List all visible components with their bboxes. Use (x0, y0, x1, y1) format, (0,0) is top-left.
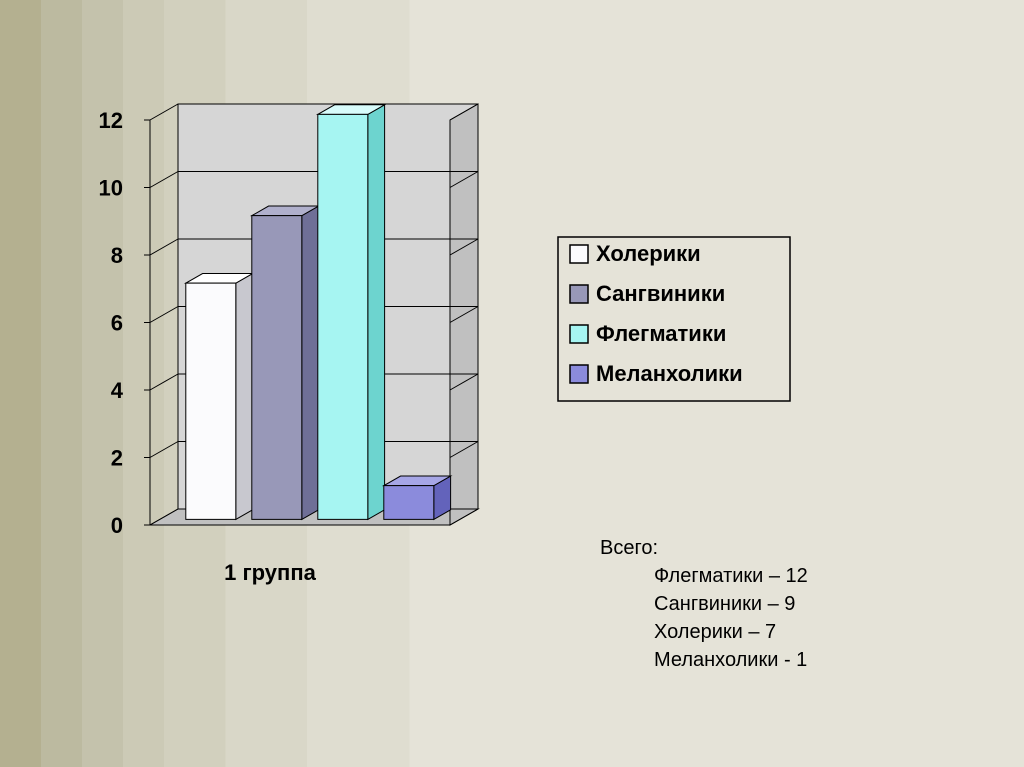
y-tick-label: 8 (111, 243, 123, 268)
legend-label: Флегматики (596, 321, 726, 346)
legend-label: Сангвиники (596, 281, 725, 306)
y-tick-label: 6 (111, 311, 123, 336)
chart-3d-bar: 0 2 4 6 8 10 12 1 группа Холерики Сангвиники Флегм… (0, 0, 1024, 767)
legend-swatch (570, 285, 588, 303)
bar-2 (318, 105, 385, 520)
y-tick-label: 0 (111, 513, 123, 538)
legend-swatch (570, 365, 588, 383)
summary-line: Меланхолики - 1 (600, 646, 808, 674)
summary-title: Всего: (600, 534, 808, 562)
bar-1 (252, 206, 319, 519)
summary-line: Флегматики – 12 (600, 562, 808, 590)
y-tick-label: 10 (99, 176, 123, 201)
legend-swatch (570, 245, 588, 263)
y-tick-label: 4 (111, 378, 124, 403)
legend-label: Холерики (596, 241, 701, 266)
summary-line: Холерики – 7 (600, 618, 808, 646)
x-axis-label: 1 группа (224, 560, 316, 585)
legend-label: Меланхолики (596, 361, 743, 386)
y-tick-label: 12 (99, 108, 123, 133)
bar-0 (186, 274, 253, 520)
summary-line: Сангвиники – 9 (600, 590, 808, 618)
y-tick-label: 2 (111, 446, 123, 471)
summary-text: Всего:Флегматики – 12Сангвиники – 9Холер… (600, 534, 808, 674)
bar-3 (384, 476, 451, 519)
legend-swatch (570, 325, 588, 343)
